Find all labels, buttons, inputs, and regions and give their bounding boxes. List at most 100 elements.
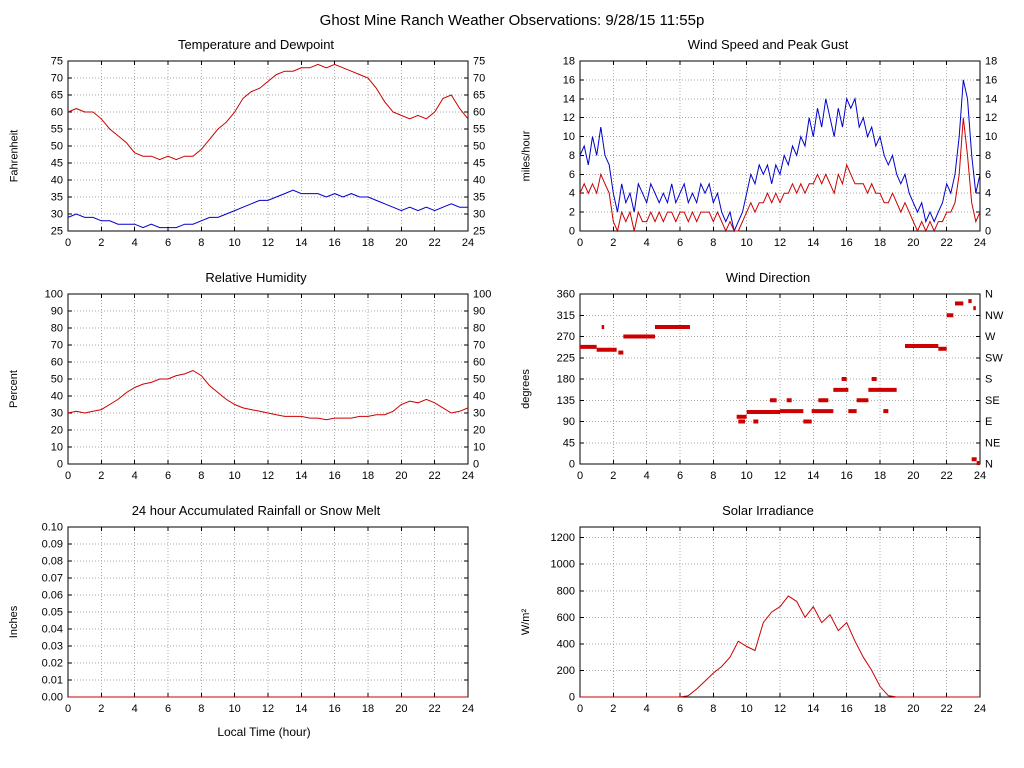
svg-text:14: 14 [295,237,307,249]
svg-text:6: 6 [985,169,991,181]
svg-text:20: 20 [473,425,485,437]
svg-text:6: 6 [165,470,171,482]
svg-text:NW: NW [985,310,1004,322]
svg-text:55: 55 [51,124,63,136]
svg-text:18: 18 [362,703,374,715]
chart-title-wind-direction: Wind Direction [725,270,811,285]
svg-text:600: 600 [557,612,575,624]
svg-text:225: 225 [557,352,575,364]
svg-text:12: 12 [262,237,274,249]
wind-direction-chart: 0 2 4 6 8 10 12 14 16 18 20 22 24 0 N 45 NE 90 E 135 SE 180 S 2… [534,286,1018,491]
svg-text:14: 14 [563,93,575,105]
svg-text:16: 16 [841,703,853,715]
svg-text:4: 4 [644,703,650,715]
chart-title-temperature: Temperature and Dewpoint [177,37,335,52]
svg-text:50: 50 [51,374,63,386]
svg-text:0.02: 0.02 [42,658,63,670]
svg-text:90: 90 [563,416,575,428]
svg-text:8: 8 [198,470,204,482]
x-axis-label-local-time: Local Time (hour) [217,725,311,739]
svg-text:2: 2 [610,237,616,249]
svg-text:70: 70 [473,73,485,85]
svg-text:10: 10 [229,703,241,715]
panel-solar-irradiance: Solar Irradiance W/m² 0 2 4 6 8 10 12 14 16 18 20 2… [512,503,1024,739]
svg-text:0.07: 0.07 [42,573,63,585]
svg-text:0: 0 [65,703,71,715]
svg-text:8: 8 [198,237,204,249]
svg-text:75: 75 [51,56,63,68]
svg-text:6: 6 [677,470,683,482]
svg-text:50: 50 [473,374,485,386]
svg-text:270: 270 [557,331,575,343]
svg-text:30: 30 [51,209,63,221]
page-title: Ghost Mine Ranch Weather Observations: 9… [319,12,705,29]
svg-text:10: 10 [985,131,997,143]
svg-text:E: E [985,416,992,428]
svg-text:W: W [985,331,996,343]
svg-text:2: 2 [98,237,104,249]
svg-text:N: N [985,289,993,301]
rainfall-chart: 0 2 4 6 8 10 12 14 16 18 20 22 24 0.00 0.01 0.02 0.03 0.0… [22,519,506,724]
svg-text:20: 20 [907,703,919,715]
svg-text:60: 60 [473,357,485,369]
svg-text:24: 24 [974,237,986,249]
svg-text:0: 0 [569,459,575,471]
svg-text:4: 4 [644,470,650,482]
svg-text:75: 75 [473,56,485,68]
y-axis-label-wind-speed: miles/hour [520,130,532,181]
svg-text:SW: SW [985,352,1003,364]
panel-rainfall: 24 hour Accumulated Rainfall or Snow Mel… [0,503,512,739]
svg-text:2: 2 [610,470,616,482]
svg-text:90: 90 [473,306,485,318]
svg-text:20: 20 [395,703,407,715]
svg-text:24: 24 [974,703,986,715]
svg-text:12: 12 [774,703,786,715]
svg-text:8: 8 [710,237,716,249]
svg-text:400: 400 [557,638,575,650]
y-axis-label-rainfall: Inches [8,605,21,638]
svg-text:0.10: 0.10 [42,522,63,534]
svg-text:6: 6 [165,237,171,249]
svg-text:14: 14 [295,470,307,482]
svg-text:16: 16 [329,470,341,482]
temperature-dewpoint-chart: 0 2 4 6 8 10 12 14 16 18 20 22 24 25 25 30 30 35 35 40 40 45 4… [22,53,506,258]
svg-text:8: 8 [198,703,204,715]
svg-text:4: 4 [132,470,138,482]
svg-text:18: 18 [874,703,886,715]
svg-text:40: 40 [473,175,485,187]
svg-text:0.09: 0.09 [42,539,63,551]
svg-text:80: 80 [473,323,485,335]
svg-text:2: 2 [985,207,991,219]
svg-text:N: N [985,459,993,471]
svg-text:40: 40 [473,391,485,403]
svg-text:20: 20 [51,425,63,437]
svg-text:40: 40 [51,391,63,403]
svg-text:10: 10 [473,442,485,454]
svg-text:0.06: 0.06 [42,590,63,602]
svg-text:360: 360 [557,289,575,301]
svg-text:1000: 1000 [551,559,575,571]
svg-text:20: 20 [395,237,407,249]
svg-text:10: 10 [563,131,575,143]
svg-text:12: 12 [985,112,997,124]
svg-text:0: 0 [65,470,71,482]
svg-text:0.01: 0.01 [42,675,63,687]
svg-text:0.08: 0.08 [42,556,63,568]
svg-text:80: 80 [51,323,63,335]
y-axis-label-wind-direction: degrees [520,368,533,409]
svg-text:2: 2 [610,703,616,715]
svg-text:25: 25 [473,226,485,238]
svg-text:200: 200 [557,665,575,677]
svg-text:20: 20 [907,470,919,482]
svg-text:20: 20 [907,237,919,249]
svg-text:18: 18 [362,237,374,249]
svg-text:22: 22 [429,237,441,249]
panel-wind-direction: Wind Direction degrees 0 2 4 6 8 10 12 14 16 18 20… [512,270,1024,491]
svg-text:18: 18 [874,470,886,482]
svg-text:0: 0 [985,226,991,238]
svg-text:6: 6 [165,703,171,715]
svg-text:45: 45 [473,158,485,170]
